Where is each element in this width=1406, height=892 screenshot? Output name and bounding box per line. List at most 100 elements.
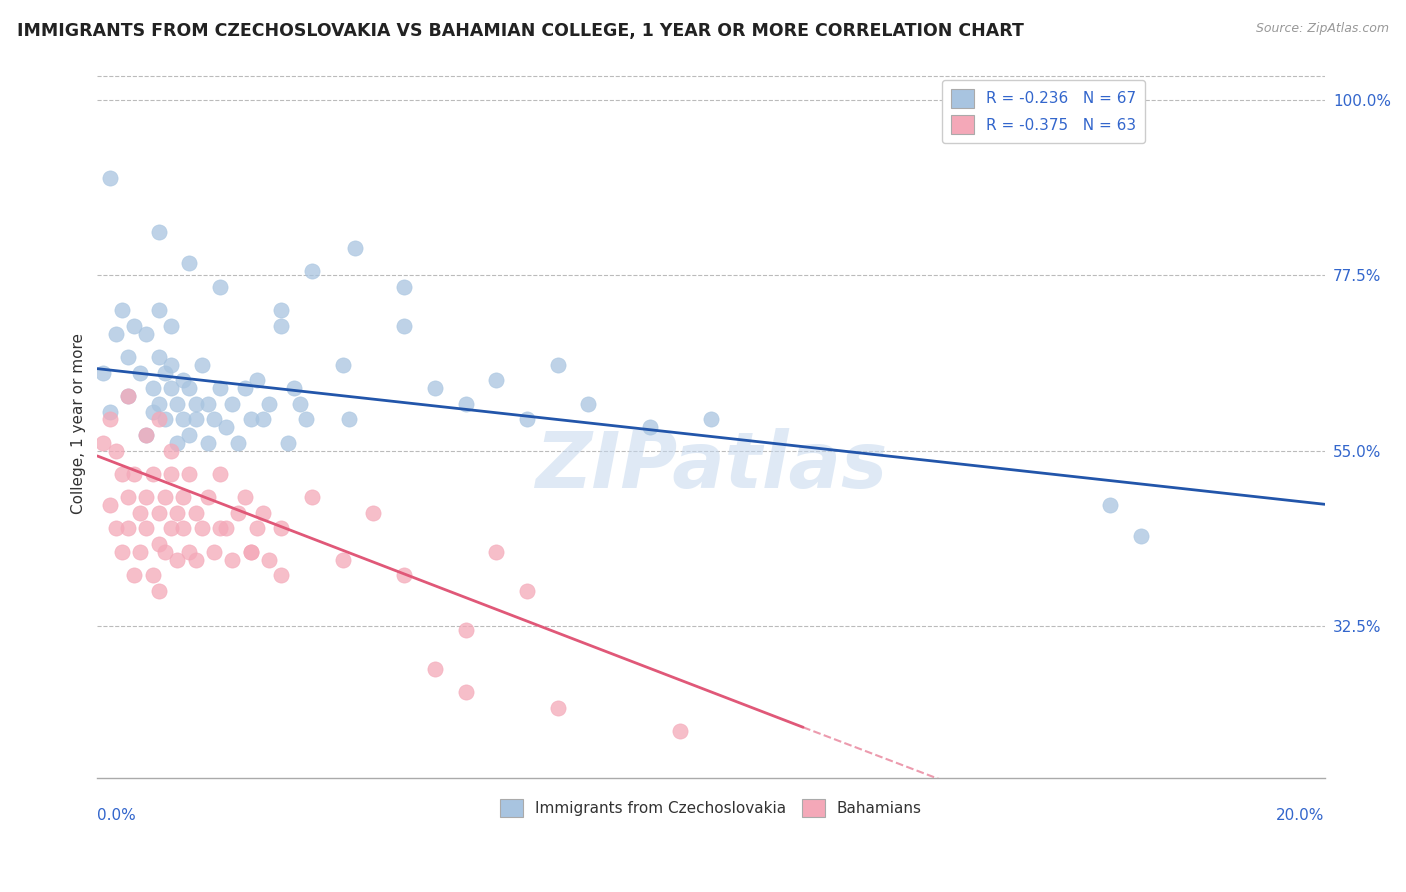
Point: [135, 490, 157, 504]
Point: [270, 318, 292, 333]
Point: [160, 467, 183, 481]
Text: 20.0%: 20.0%: [1277, 808, 1324, 823]
Point: [166, 552, 188, 566]
Point: [135, 428, 157, 442]
Point: [160, 358, 183, 372]
Point: [215, 521, 238, 535]
Point: [148, 397, 170, 411]
Point: [142, 381, 165, 395]
Point: [184, 552, 207, 566]
Point: [392, 568, 415, 582]
Point: [239, 545, 262, 559]
Text: ZIPatlas: ZIPatlas: [534, 428, 887, 504]
Point: [252, 412, 274, 426]
Point: [166, 397, 188, 411]
Point: [122, 318, 145, 333]
Point: [197, 397, 219, 411]
Point: [221, 397, 243, 411]
Point: [270, 568, 292, 582]
Point: [117, 490, 139, 504]
Point: [301, 490, 323, 504]
Point: [129, 506, 152, 520]
Point: [129, 545, 152, 559]
Point: [122, 467, 145, 481]
Point: [160, 521, 183, 535]
Point: [190, 521, 212, 535]
Point: [257, 552, 280, 566]
Point: [277, 435, 299, 450]
Point: [111, 303, 134, 318]
Point: [148, 412, 170, 426]
Point: [111, 545, 134, 559]
Point: [197, 435, 219, 450]
Point: [93, 366, 115, 380]
Point: [98, 170, 121, 185]
Point: [209, 467, 232, 481]
Point: [246, 521, 269, 535]
Point: [93, 435, 115, 450]
Point: [179, 256, 201, 270]
Point: [576, 397, 599, 411]
Point: [209, 280, 232, 294]
Point: [485, 373, 508, 387]
Point: [246, 373, 269, 387]
Point: [638, 420, 661, 434]
Point: [454, 685, 477, 699]
Point: [184, 412, 207, 426]
Point: [270, 521, 292, 535]
Point: [423, 381, 446, 395]
Point: [233, 490, 256, 504]
Point: [148, 583, 170, 598]
Point: [184, 506, 207, 520]
Point: [184, 397, 207, 411]
Point: [283, 381, 305, 395]
Point: [142, 467, 165, 481]
Text: IMMIGRANTS FROM CZECHOSLOVAKIA VS BAHAMIAN COLLEGE, 1 YEAR OR MORE CORRELATION C: IMMIGRANTS FROM CZECHOSLOVAKIA VS BAHAMI…: [17, 22, 1024, 40]
Point: [172, 373, 194, 387]
Point: [233, 381, 256, 395]
Point: [363, 506, 385, 520]
Point: [179, 381, 201, 395]
Point: [117, 521, 139, 535]
Point: [202, 545, 225, 559]
Point: [98, 412, 121, 426]
Point: [337, 412, 360, 426]
Point: [221, 552, 243, 566]
Point: [669, 724, 692, 739]
Point: [148, 537, 170, 551]
Point: [288, 397, 311, 411]
Point: [190, 358, 212, 372]
Point: [423, 662, 446, 676]
Text: Source: ZipAtlas.com: Source: ZipAtlas.com: [1256, 22, 1389, 36]
Point: [700, 412, 723, 426]
Point: [160, 443, 183, 458]
Point: [179, 545, 201, 559]
Point: [117, 350, 139, 364]
Point: [454, 623, 477, 637]
Point: [142, 404, 165, 418]
Point: [135, 521, 157, 535]
Point: [104, 326, 127, 341]
Point: [153, 545, 176, 559]
Point: [239, 545, 262, 559]
Point: [117, 389, 139, 403]
Point: [454, 397, 477, 411]
Point: [135, 326, 157, 341]
Point: [148, 303, 170, 318]
Point: [209, 521, 232, 535]
Point: [153, 366, 176, 380]
Point: [122, 568, 145, 582]
Point: [129, 366, 152, 380]
Point: [239, 412, 262, 426]
Point: [332, 358, 354, 372]
Point: [160, 381, 183, 395]
Point: [166, 435, 188, 450]
Point: [344, 241, 367, 255]
Point: [135, 428, 157, 442]
Point: [148, 506, 170, 520]
Point: [148, 350, 170, 364]
Point: [179, 467, 201, 481]
Point: [228, 506, 250, 520]
Point: [202, 412, 225, 426]
Point: [392, 280, 415, 294]
